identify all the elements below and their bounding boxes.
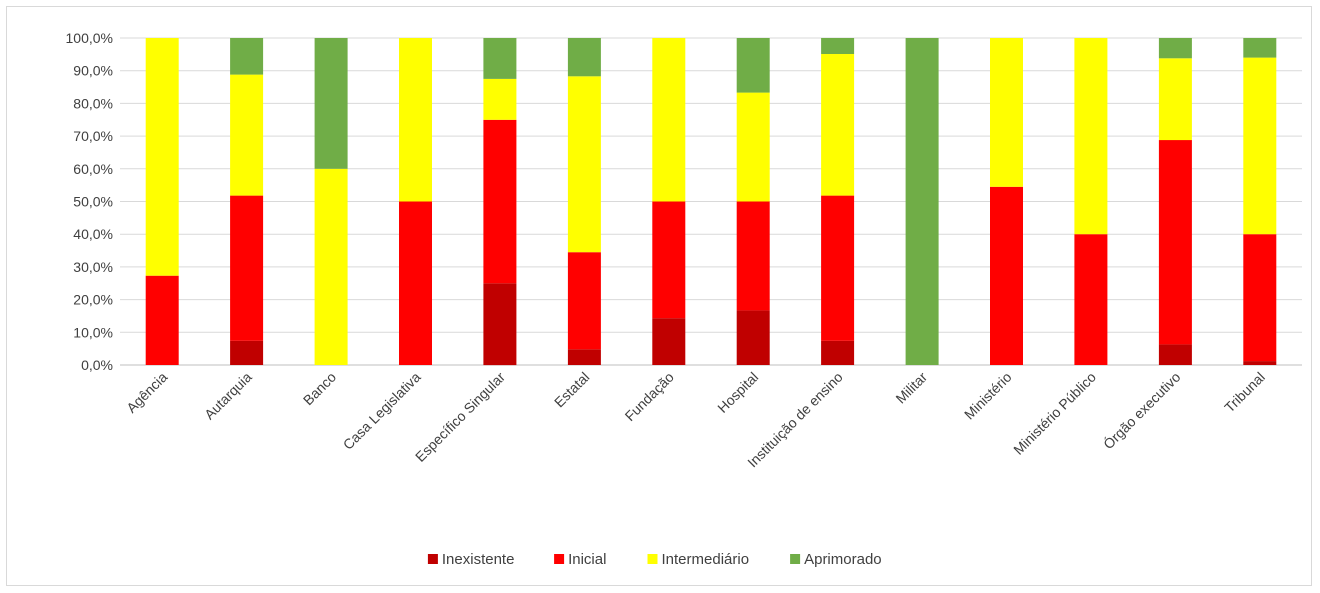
bar-segment [483, 283, 517, 366]
bar-segment [905, 38, 939, 365]
bar-segment [483, 78, 517, 120]
x-tick-label: Agência [123, 369, 170, 416]
legend-label: Intermediário [662, 551, 750, 568]
bar-segment [399, 38, 432, 202]
x-tick-label: Casa Legislativa [340, 369, 424, 453]
x-tick-label: Autarquia [201, 369, 255, 423]
x-tick-label: Órgão executivo [1100, 369, 1184, 453]
bar-segment [1074, 38, 1108, 235]
legend-label: Inicial [568, 551, 606, 568]
legend-swatch [790, 554, 801, 564]
x-tick-label: Banco [300, 369, 340, 409]
bar-segment [145, 38, 179, 276]
y-tick-label: 100,0% [66, 30, 113, 46]
bar-segment [736, 310, 770, 365]
bar-segment [1243, 234, 1277, 362]
legend-swatch [647, 554, 658, 564]
y-tick-label: 20,0% [73, 292, 113, 308]
x-tick-label: Ministério Público [1010, 369, 1099, 458]
bar-segment [314, 168, 348, 365]
bar-segment [652, 201, 686, 319]
bar-segment [1243, 38, 1277, 58]
x-tick-label: Ministério [961, 369, 1015, 423]
bar-segment [736, 38, 770, 93]
y-tick-label: 30,0% [73, 259, 113, 275]
bar-segment [314, 38, 348, 169]
bar-segment [230, 38, 264, 75]
bar-segment [1158, 344, 1192, 365]
bar-segment [230, 195, 264, 341]
bar-segment [1158, 140, 1192, 345]
bar-segment [230, 340, 264, 365]
x-tick-label: Hospital [714, 369, 761, 416]
bar-segment [736, 92, 770, 202]
bar-segment [736, 201, 770, 311]
x-tick-label: Fundação [622, 369, 677, 424]
x-tick-label: Tribunal [1221, 369, 1268, 416]
bar-segment [1243, 57, 1277, 235]
x-tick-label: Estatal [551, 369, 593, 411]
legend-label: Aprimorado [804, 551, 882, 568]
bar-segment [567, 76, 601, 253]
bar-segment [1158, 38, 1192, 59]
legend-label: Inexistente [442, 551, 515, 568]
y-tick-label: 10,0% [73, 324, 113, 340]
bar-segment [652, 318, 686, 365]
x-tick-label: Militar [892, 369, 930, 407]
bar-segment [567, 38, 601, 77]
bar-segment [652, 38, 686, 202]
y-tick-label: 50,0% [73, 194, 113, 210]
bar-segment [990, 186, 1023, 365]
y-axis-ticks: 0,0% 10,0% 20,0% 30,0% 40,0% 50,0% 60,0% 70,0% 8… [66, 30, 113, 373]
bar-segment [821, 54, 855, 196]
bar-segment [567, 252, 601, 350]
gridlines [120, 37, 1302, 366]
bar-segment [483, 38, 517, 79]
legend: Inexistente Inicial Intermediário Aprimorad… [427, 551, 882, 568]
y-tick-label: 70,0% [73, 128, 113, 144]
bar-segment [230, 74, 264, 196]
bar-segment [990, 38, 1023, 187]
y-tick-label: 80,0% [73, 95, 113, 111]
bars [145, 38, 1277, 366]
bar-segment [1074, 234, 1108, 365]
bar-segment [821, 340, 855, 365]
x-tick-label: Instituição de ensino [744, 369, 846, 471]
legend-swatch [427, 554, 438, 564]
bar-segment [567, 349, 601, 365]
bar-segment [1158, 58, 1192, 141]
bar-segment [145, 275, 179, 365]
y-tick-label: 90,0% [73, 63, 113, 79]
bar-segment [483, 119, 517, 284]
bar-segment [821, 195, 855, 341]
bar-segment [1243, 361, 1277, 365]
y-tick-label: 40,0% [73, 226, 113, 242]
bar-segment [399, 201, 432, 365]
bar-segment [821, 38, 855, 54]
x-axis-labels: Agência Autarquia Banco Casa LegislativaEsp… [123, 369, 1268, 471]
y-tick-label: 0,0% [81, 357, 113, 373]
y-tick-label: 60,0% [73, 161, 113, 177]
legend-swatch [554, 554, 565, 564]
x-tick-label: Específico Singular [412, 369, 508, 465]
